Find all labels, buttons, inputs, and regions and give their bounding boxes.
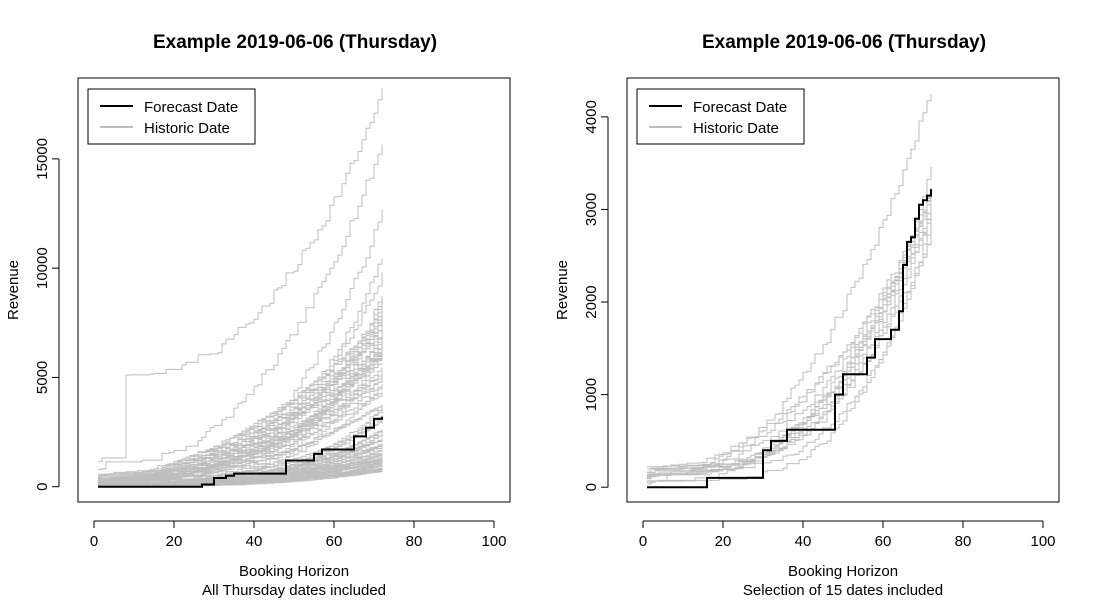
- left-historic-series-line: [98, 87, 383, 463]
- right-legend-historic-label: Historic Date: [693, 120, 779, 137]
- left-y-tick-label: 15000: [34, 138, 51, 180]
- left-y-axis-label: Revenue: [5, 260, 22, 320]
- left-x-axis-sublabel: All Thursday dates included: [202, 582, 386, 599]
- left-historic-series-line: [98, 471, 383, 487]
- right-historic-series-line: [647, 192, 932, 470]
- right-historic-series-line: [647, 216, 932, 482]
- left-x-tick-label: 0: [90, 533, 98, 550]
- left-plot-frame: [77, 77, 511, 503]
- left-legend-box: [87, 88, 256, 145]
- right-plot-frame: [626, 77, 1060, 503]
- right-x-tick-label: 60: [875, 533, 892, 550]
- right-y-tick-label: 1000: [583, 378, 600, 411]
- left-x-tick-label: 80: [406, 533, 423, 550]
- left-historic-series-line: [98, 406, 383, 482]
- left-historic-series-line: [98, 404, 383, 483]
- right-forecast-series-line: [647, 189, 932, 489]
- right-x-axis: 0 20 40 60 80 100: [639, 520, 1056, 550]
- left-legend-forecast-label: Forecast Date: [144, 99, 238, 116]
- right-historic-series-line: [647, 203, 932, 476]
- right-historic-series-line: [647, 191, 932, 476]
- left-y-tick-label: 0: [34, 483, 51, 491]
- right-historic-series-line: [647, 94, 932, 485]
- right-legend-forecast-label: Forecast Date: [693, 99, 787, 116]
- left-historic-series-line: [98, 300, 383, 485]
- right-y-tick-label: 4000: [583, 100, 600, 133]
- right-historic-series-line: [647, 203, 932, 477]
- right-y-axis: 0 1000 2000 3000 4000: [583, 100, 609, 491]
- left-y-tick-label: 10000: [34, 247, 51, 289]
- left-x-tick-label: 100: [481, 533, 506, 550]
- right-historic-series-line: [647, 188, 932, 480]
- right-x-axis-label: Booking Horizon: [788, 563, 898, 580]
- right-y-axis-label: Revenue: [554, 260, 571, 320]
- left-historic-series-line: [98, 346, 383, 477]
- right-historic-series-line: [647, 190, 932, 475]
- right-historic-series-line: [647, 167, 932, 473]
- left-x-tick-label: 20: [166, 533, 183, 550]
- right-x-tick-label: 100: [1030, 533, 1055, 550]
- left-historic-series-line: [98, 379, 383, 482]
- right-x-axis-sublabel: Selection of 15 dates included: [743, 582, 943, 599]
- left-x-axis: 0 20 40 60 80 100: [90, 520, 507, 550]
- right-chart-title: Example 2019-06-06 (Thursday): [702, 32, 986, 53]
- left-chart-title: Example 2019-06-06 (Thursday): [153, 32, 437, 53]
- right-x-tick-label: 20: [715, 533, 732, 550]
- right-y-tick-label: 0: [583, 483, 600, 491]
- right-historic-series-line: [647, 218, 932, 474]
- right-x-tick-label: 40: [795, 533, 812, 550]
- left-forecast-series-line: [98, 416, 383, 488]
- left-historic-series-line: [98, 144, 383, 471]
- left-forecast-series-group: [98, 416, 383, 488]
- right-legend-box: [636, 88, 805, 145]
- left-historic-series-line: [98, 363, 383, 482]
- left-legend: Forecast Date Historic Date: [87, 88, 256, 145]
- right-historic-series-line: [647, 190, 932, 483]
- right-historic-series-group: [647, 94, 932, 485]
- left-x-axis-label: Booking Horizon: [239, 563, 349, 580]
- left-historic-series-group: [98, 87, 383, 488]
- right-x-tick-label: 80: [955, 533, 972, 550]
- right-chart: Example 2019-06-06 (Thursday) 0 20 40 60 80 1…: [554, 32, 1060, 599]
- left-historic-series-line: [98, 317, 383, 476]
- right-forecast-series-group: [647, 189, 932, 489]
- right-x-tick-label: 0: [639, 533, 647, 550]
- right-y-tick-label: 3000: [583, 193, 600, 226]
- left-historic-series-line: [98, 373, 383, 482]
- right-y-tick-label: 2000: [583, 285, 600, 318]
- left-legend-historic-label: Historic Date: [144, 120, 230, 137]
- left-x-tick-label: 40: [246, 533, 263, 550]
- left-chart: Example 2019-06-06 (Thursday) 0 20 40 60 80 1…: [5, 32, 511, 599]
- left-historic-series-line: [98, 351, 383, 482]
- right-historic-series-line: [647, 234, 932, 478]
- left-historic-series-line: [98, 452, 383, 486]
- right-legend: Forecast Date Historic Date: [636, 88, 805, 145]
- left-historic-series-line: [98, 340, 383, 480]
- left-y-tick-label: 5000: [34, 361, 51, 394]
- left-y-axis: 0 5000 10000 15000: [34, 138, 60, 491]
- left-x-tick-label: 60: [326, 533, 343, 550]
